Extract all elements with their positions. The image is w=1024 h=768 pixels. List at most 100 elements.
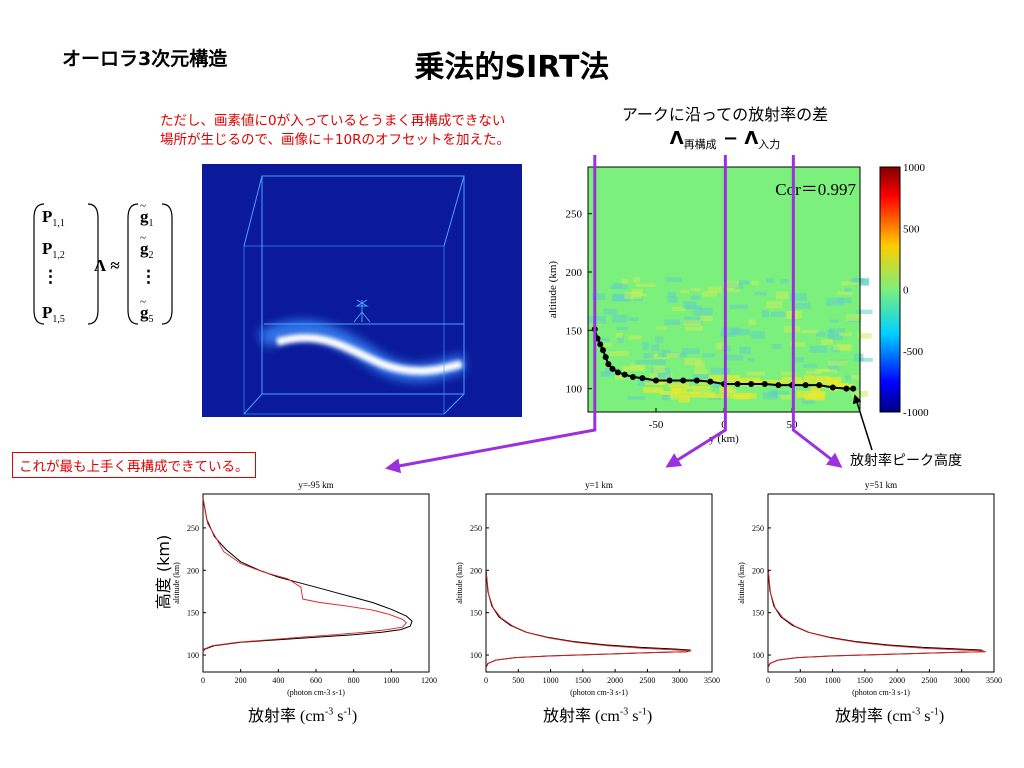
offset-note: ただし、画素値に0が入っているとうまく再構成できない 場所が生じるので、画像に＋… [160, 112, 580, 150]
difference-title-formula: Λ再構成 − Λ入力 [669, 128, 781, 152]
peak-point [609, 365, 616, 372]
peak-point [605, 361, 612, 368]
y-tick-label: 100 [187, 651, 199, 660]
heatmap-cell [627, 396, 646, 400]
x-tick-label: 3000 [672, 676, 688, 685]
heatmap-cell [811, 375, 830, 380]
x-tick-label: 2000 [889, 676, 905, 685]
heatmap-cell [710, 367, 730, 375]
emission-xlabel-2: 放射率 (cm-3 s-1) [543, 706, 653, 725]
heatmap-cell [642, 341, 649, 350]
emission-xlabel-3: 放射率 (cm-3 s-1) [835, 706, 945, 725]
heatmap-cell [683, 301, 697, 309]
heatmap-cell [709, 394, 729, 399]
heatmap-cell [762, 379, 783, 386]
offset-note-line1: ただし、画素値に0が入っているとうまく再構成できない [160, 113, 506, 129]
heatmap-cell [693, 307, 713, 316]
heatmap-cell [790, 341, 805, 347]
heatmap-cell [801, 329, 819, 334]
peak-point [614, 369, 621, 376]
heatmap-cell [690, 295, 701, 300]
heatmap-cell [751, 331, 765, 339]
heatmap-cell [610, 285, 621, 289]
heatmap-cell [603, 308, 617, 315]
heatmap-cell [617, 335, 624, 343]
heatmap-cell [643, 353, 654, 359]
x-tick-label: 3500 [704, 676, 720, 685]
heatmap-cell [720, 327, 741, 335]
heatmap-cell [827, 329, 835, 338]
plot-frame [485, 493, 713, 673]
x-tick-label: 1500 [857, 676, 873, 685]
heatmap-cell [734, 283, 744, 290]
heatmap-cell [837, 291, 853, 295]
heatmap-cell [739, 346, 751, 354]
heatmap-cell [653, 365, 665, 373]
heatmap-cell [828, 365, 840, 372]
heatmap-cell [683, 319, 702, 326]
heatmap-cell [854, 353, 864, 362]
heatmap-cell [716, 342, 724, 350]
y-tick-label: 200 [470, 566, 482, 575]
heatmap-cell [729, 395, 749, 399]
heatmap-cell [659, 391, 680, 395]
arrow-to-profile-2 [665, 427, 727, 468]
heatmap-cell [722, 374, 740, 382]
heatmap-cell [680, 290, 689, 294]
y-tick-label: 250 [187, 524, 199, 533]
heatmap-cell [613, 293, 631, 301]
heatmap-cell [693, 388, 712, 394]
heatmap-cell [828, 328, 845, 336]
x-tick-label: 500 [794, 676, 806, 685]
heatmap-cell [763, 392, 778, 400]
heatmap-cell [684, 357, 702, 366]
peak-label-arrow [852, 394, 873, 451]
peak-point [629, 374, 636, 380]
heatmap-cell [844, 288, 852, 292]
heatmap-cell [644, 382, 664, 386]
reconstructed-profile-line [767, 571, 986, 668]
y-tick-label: 150 [566, 325, 583, 337]
heatmap-cell [754, 291, 767, 296]
heatmap-ylabel: altitude (km) [547, 261, 559, 318]
heatmap-cell [702, 353, 716, 358]
heatmap-cell [794, 302, 811, 309]
slide-title: 乗法的SIRT法 [414, 50, 610, 85]
colorbar-tick-label: -1000 [903, 407, 929, 419]
heatmap-cell [588, 315, 607, 324]
heatmap-cell [614, 372, 627, 380]
difference-title: アークに沿っての放射率の差 Λ再構成 − Λ入力 [590, 103, 860, 157]
heatmap-cell [747, 358, 755, 362]
heatmap-cell [809, 346, 827, 353]
heatmap-cell [635, 359, 653, 365]
heatmap-cell [655, 379, 667, 385]
correlation-annotation: Cor＝0.997 [775, 180, 856, 199]
profile-title: y=-95 km [298, 480, 333, 490]
heatmap-cell [661, 394, 671, 401]
heatmap-cell [838, 297, 852, 303]
heatmap-cell [672, 352, 688, 358]
tilde-mark: ~ [140, 200, 146, 212]
heatmap-cell [855, 309, 873, 315]
peak-point [680, 377, 687, 384]
heatmap-cell [708, 375, 721, 382]
heatmap-cell [698, 379, 707, 385]
heatmap-cell [781, 377, 802, 384]
peak-point [693, 377, 700, 384]
heatmap-cell [616, 326, 628, 331]
wireframe-box [243, 175, 465, 415]
peak-point [775, 382, 782, 389]
heatmap-cell [616, 332, 624, 338]
heatmap-cell [845, 375, 853, 380]
profile-xlabel: (photon cm-3 s-1) [287, 688, 345, 697]
x-tick-label: 0 [484, 676, 488, 685]
heatmap-cell [780, 371, 797, 376]
best-reconstruction-callout: これが最も上手く再構成できている。 [12, 452, 256, 478]
profile-chart-3: y=51 km 0 500 1000 1500 2000 2500 3000 3500 100 15… [737, 480, 1002, 697]
x-tick-label: 1000 [383, 676, 399, 685]
x-tick-label: -50 [649, 419, 664, 431]
heatmap-cell [672, 306, 686, 312]
emission-xlabel-1: 放射率 (cm-3 s-1) [248, 706, 358, 725]
heatmap-cell [678, 395, 691, 403]
